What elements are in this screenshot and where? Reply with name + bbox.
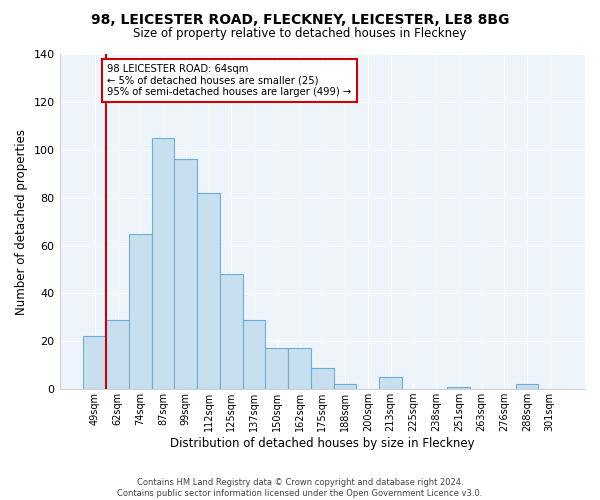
Bar <box>311 368 334 389</box>
Y-axis label: Number of detached properties: Number of detached properties <box>15 128 28 314</box>
Bar <box>129 234 152 389</box>
Text: Contains HM Land Registry data © Crown copyright and database right 2024.
Contai: Contains HM Land Registry data © Crown c… <box>118 478 482 498</box>
Bar <box>265 348 288 389</box>
Text: 98, LEICESTER ROAD, FLECKNEY, LEICESTER, LE8 8BG: 98, LEICESTER ROAD, FLECKNEY, LEICESTER,… <box>91 12 509 26</box>
Bar <box>175 160 197 389</box>
Bar <box>334 384 356 389</box>
Bar <box>379 377 402 389</box>
Bar <box>106 320 129 389</box>
Text: Size of property relative to detached houses in Fleckney: Size of property relative to detached ho… <box>133 28 467 40</box>
Bar <box>515 384 538 389</box>
Bar <box>152 138 175 389</box>
Bar <box>448 387 470 389</box>
X-axis label: Distribution of detached houses by size in Fleckney: Distribution of detached houses by size … <box>170 437 475 450</box>
Bar <box>83 336 106 389</box>
Bar <box>220 274 242 389</box>
Bar <box>197 193 220 389</box>
Bar <box>242 320 265 389</box>
Text: 98 LEICESTER ROAD: 64sqm
← 5% of detached houses are smaller (25)
95% of semi-de: 98 LEICESTER ROAD: 64sqm ← 5% of detache… <box>107 64 352 97</box>
Bar <box>288 348 311 389</box>
